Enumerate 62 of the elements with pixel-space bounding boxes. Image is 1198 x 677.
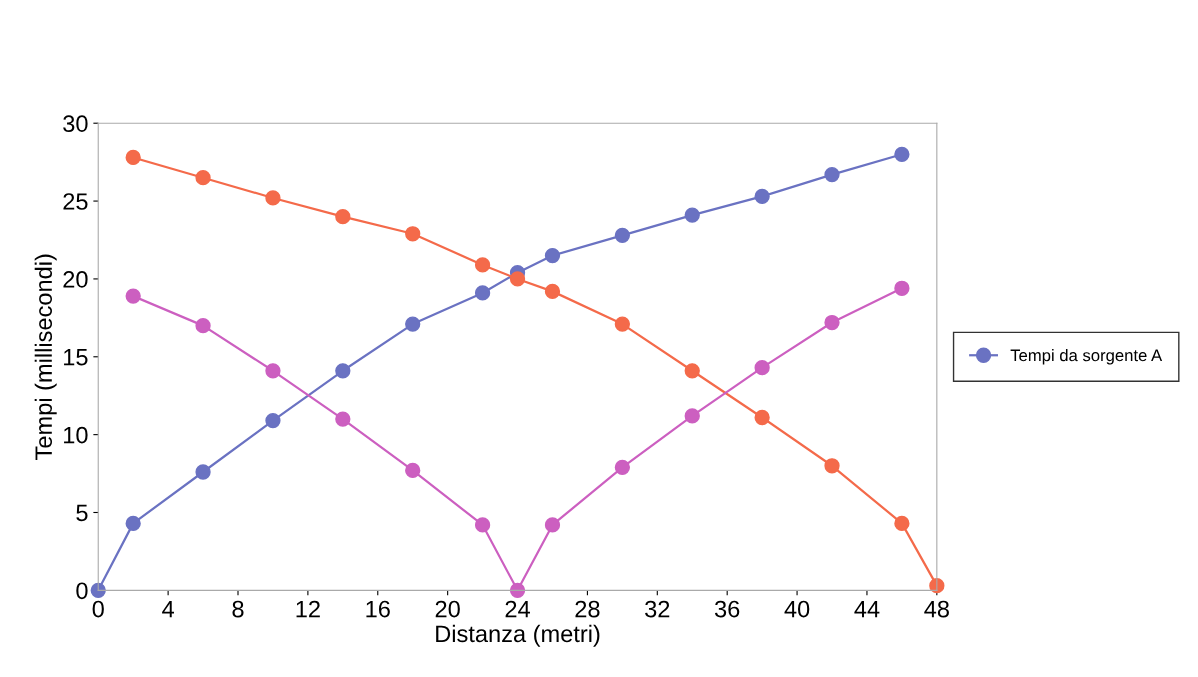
y-tick-label: 10 [64, 426, 88, 444]
point [684, 363, 700, 379]
point [754, 360, 770, 376]
x-tick-label: 0 [92, 600, 104, 618]
point [894, 515, 910, 532]
x-tick-label: 24 [505, 600, 530, 618]
point [195, 317, 211, 334]
y-tick-label: 30 [63, 115, 88, 132]
x-tick-label: 40 [784, 600, 810, 618]
point [405, 226, 421, 242]
x-tick-label: 8 [232, 600, 244, 618]
point [614, 316, 631, 332]
point [474, 517, 491, 533]
point [544, 247, 561, 264]
point [684, 408, 700, 424]
x-tick-label: 28 [575, 600, 600, 618]
legend-label: Tempi da sorgente A [1010, 349, 1163, 365]
point [90, 582, 106, 598]
point [614, 227, 631, 243]
point [195, 170, 211, 186]
x-tick-label: 4 [162, 600, 174, 618]
point [824, 166, 840, 183]
x-tick-label: 48 [924, 600, 949, 618]
x-tick-label: 44 [854, 600, 880, 618]
point [894, 280, 910, 296]
point [405, 316, 421, 332]
x-axis-title: Distanza (metri) [436, 624, 600, 647]
point [265, 363, 281, 379]
point [544, 283, 561, 300]
point [335, 209, 351, 225]
point [474, 285, 491, 301]
point [544, 517, 561, 533]
point [894, 146, 910, 162]
y-tick-label: 0 [76, 582, 88, 600]
point [125, 515, 141, 532]
point [195, 464, 211, 480]
x-tick-label: 36 [714, 600, 740, 618]
x-tick-label: 32 [645, 600, 670, 618]
point [405, 462, 421, 479]
x-tick-label: 12 [296, 600, 320, 618]
point [754, 409, 770, 426]
point [335, 411, 351, 427]
y-axis-title: Tempi (millisecondi) [34, 254, 57, 460]
point [125, 288, 141, 304]
point [335, 363, 351, 379]
x-tick-label: 20 [435, 600, 460, 618]
y-tick-label: 25 [63, 193, 88, 210]
point [474, 257, 491, 273]
point [614, 459, 631, 475]
x-tick-label: 16 [366, 600, 390, 618]
point [125, 149, 141, 166]
point [824, 314, 840, 331]
point [265, 190, 281, 206]
point [684, 207, 700, 223]
point [824, 458, 840, 474]
y-tick-label: 5 [76, 504, 88, 522]
point [265, 412, 281, 429]
point [754, 188, 770, 205]
point [509, 582, 526, 598]
y-tick-label: 20 [63, 270, 88, 288]
point [509, 271, 526, 287]
y-tick-label: 15 [64, 349, 88, 366]
